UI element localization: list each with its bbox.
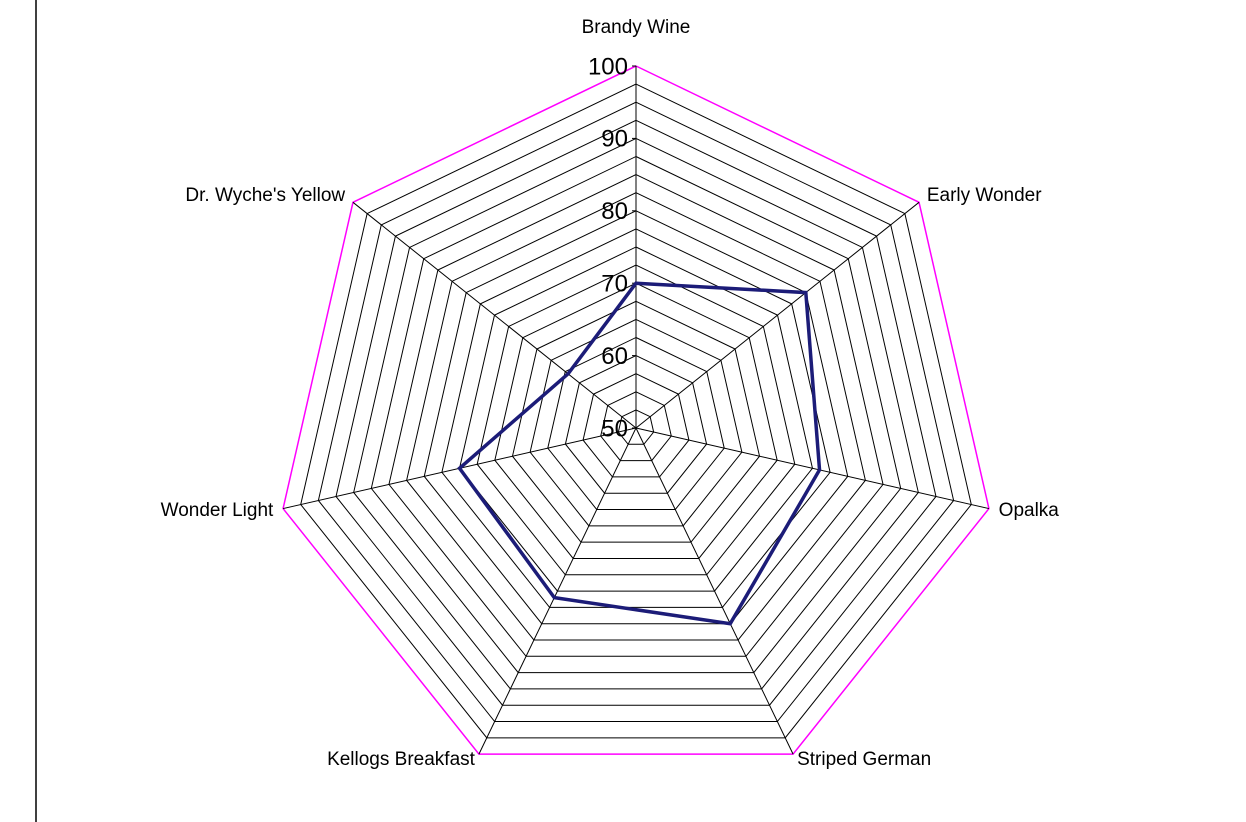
grid-ring bbox=[476, 264, 796, 576]
y-tick-label: 60 bbox=[601, 343, 628, 370]
grid-ring bbox=[335, 119, 937, 706]
category-label: Wonder Light bbox=[161, 500, 274, 521]
spoke bbox=[352, 201, 637, 429]
grid-ring bbox=[564, 355, 708, 494]
category-label: Dr. Wyche's Yellow bbox=[185, 185, 345, 206]
y-tick-label: 70 bbox=[601, 271, 628, 298]
category-label: Striped German bbox=[797, 749, 931, 770]
y-tick-label: 90 bbox=[601, 126, 628, 153]
spoke bbox=[635, 427, 990, 510]
grid-ring bbox=[353, 137, 919, 690]
category-label: Early Wonder bbox=[927, 185, 1042, 206]
category-label: Brandy Wine bbox=[582, 17, 691, 38]
grid-ring bbox=[458, 246, 814, 592]
grid-ring bbox=[617, 409, 655, 445]
grid-ring bbox=[406, 192, 866, 641]
outer-ring bbox=[282, 65, 990, 755]
grid-ring bbox=[300, 83, 972, 739]
grid-ring bbox=[388, 174, 884, 657]
category-label: Kellogs Breakfast bbox=[327, 749, 476, 770]
spoke bbox=[635, 427, 794, 755]
y-tick-label: 50 bbox=[601, 415, 628, 442]
grid-ring bbox=[547, 336, 725, 511]
y-tick-label: 100 bbox=[588, 53, 628, 80]
spoke bbox=[635, 201, 920, 429]
spoke bbox=[478, 427, 637, 755]
grid-ring bbox=[511, 300, 761, 543]
grid-ring bbox=[441, 228, 831, 608]
grid-ring bbox=[600, 391, 672, 462]
grid-ring bbox=[529, 318, 743, 527]
series-line bbox=[457, 281, 822, 626]
grid-ring bbox=[494, 282, 778, 559]
category-label: Opalka bbox=[999, 500, 1060, 521]
grid-ring bbox=[370, 155, 902, 674]
grid-ring bbox=[423, 210, 849, 625]
y-tick-label: 80 bbox=[601, 198, 628, 225]
grid-ring bbox=[317, 101, 955, 723]
grid-ring bbox=[582, 373, 690, 478]
